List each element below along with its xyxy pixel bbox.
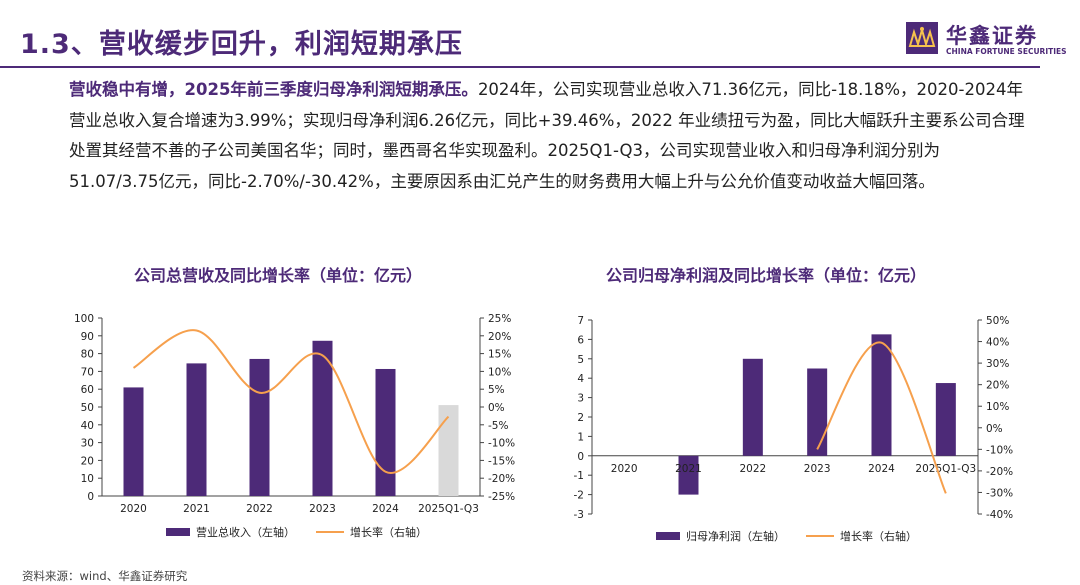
brand-logo-icon: [906, 22, 938, 54]
chart1-right-tick-label: 20%: [488, 331, 511, 343]
chart1-bar: [438, 405, 459, 496]
chart2-right-tick-label: 50%: [986, 315, 1009, 327]
chart2-category-label: 2025Q1-Q3: [915, 463, 976, 475]
chart2-right-tick-label: 0%: [986, 423, 1003, 435]
chart1-right-tick-label: 0%: [488, 402, 505, 414]
chart2-left-tick-label: 5: [577, 354, 584, 366]
chart2-bar: [807, 368, 828, 456]
chart2-right-tick-label: -30%: [986, 487, 1013, 499]
summary-paragraph: 营收稳中有增，2025年前三季度归母净利润短期承压。2024年，公司实现营业总收…: [69, 75, 1029, 197]
chart1-right-tick-label: 5%: [488, 384, 505, 396]
chart1-bar: [123, 387, 144, 496]
chart2-bar: [935, 383, 956, 456]
chart2-right-tick-label: 20%: [986, 380, 1009, 392]
chart2-legend-bar-swatch: [656, 532, 680, 540]
chart1-legend-line-label: 增长率（右轴）: [350, 525, 427, 539]
chart2-category-label: 2020: [611, 463, 638, 475]
chart1-title: 公司总营收及同比增长率（单位：亿元）: [134, 266, 423, 285]
chart2-left-tick-label: 1: [577, 431, 584, 443]
chart2-left-tick-label: 7: [577, 315, 584, 327]
chart1-right-tick-label: -5%: [488, 420, 508, 432]
chart2-left-tick-label: 3: [577, 393, 584, 405]
chart2-right-tick-label: -40%: [986, 509, 1013, 521]
source-note: 资料来源：wind、华鑫证券研究: [22, 569, 188, 583]
chart2-left-tick-label: -2: [574, 490, 584, 502]
chart2-right-tick-label: -10%: [986, 444, 1013, 456]
chart1-bar: [249, 358, 270, 496]
chart1-left-tick-label: 60: [81, 384, 94, 396]
chart2-category-label: 2023: [804, 463, 831, 475]
chart2-bar: [871, 334, 892, 456]
chart1-bar: [375, 368, 396, 496]
chart2-category-label: 2022: [739, 463, 766, 475]
chart1-left-tick-label: 100: [74, 313, 94, 325]
chart2-right-tick-label: 40%: [986, 337, 1009, 349]
chart1-category-label: 2023: [309, 503, 336, 515]
chart2-bar: [742, 358, 763, 456]
chart1-left-tick-label: 30: [81, 438, 94, 450]
chart1-left-tick-label: 10: [81, 473, 94, 485]
title-divider: [0, 66, 1040, 68]
chart1-right-tick-label: 10%: [488, 366, 511, 378]
chart2-legend-line-label: 增长率（右轴）: [840, 529, 917, 543]
revenue-chart: 0 10 20 30 40 50 60 70 80 90 100 -25% -20% -15% -10% -5…: [74, 313, 515, 539]
chart2-right-tick-label: 30%: [986, 358, 1009, 370]
chart1-left-tick-label: 80: [81, 349, 94, 361]
chart2-category-label: 2024: [868, 463, 895, 475]
chart2-left-tick-label: 0: [577, 451, 584, 463]
chart2-right-tick-label: -20%: [986, 466, 1013, 478]
chart1-category-label: 2025Q1-Q3: [418, 503, 479, 515]
chart2-left-tick-label: -1: [574, 470, 584, 482]
chart1-right-tick-label: -10%: [488, 438, 515, 450]
chart1-right-tick-label: -15%: [488, 455, 515, 467]
chart1-legend-bar-label: 营业总收入（左轴）: [196, 525, 295, 539]
summary-lead: 营收稳中有增，2025年前三季度归母净利润短期承压。: [69, 80, 478, 99]
chart2-left-tick-label: -3: [574, 509, 584, 521]
chart2-left-tick-label: 4: [577, 373, 584, 385]
chart1-right-tick-label: -25%: [488, 491, 515, 503]
chart1-category-label: 2021: [183, 503, 210, 515]
chart2-left-tick-label: 2: [577, 412, 584, 424]
summary-body: 2024年，公司实现营业总收入71.36亿元，同比-18.18%，2020-20…: [69, 80, 1025, 191]
chart1-right-tick-label: 15%: [488, 349, 511, 361]
chart1-right-tick-label: 25%: [488, 313, 511, 325]
chart1-category-label: 2024: [372, 503, 399, 515]
chart1-left-tick-label: 40: [81, 420, 94, 432]
chart2-right-tick-label: 10%: [986, 401, 1009, 413]
chart1-left-tick-label: 90: [81, 331, 94, 343]
chart2-left-tick-label: 6: [577, 334, 584, 346]
chart1-category-label: 2022: [246, 503, 273, 515]
chart1-legend-bar-swatch: [166, 528, 190, 536]
chart1-growth-line: [132, 329, 450, 474]
chart1-left-tick-label: 20: [81, 455, 94, 467]
chart1-left-tick-label: 0: [87, 491, 94, 503]
chart1-bar: [312, 340, 333, 496]
chart1-right-tick-label: -20%: [488, 473, 515, 485]
brand-name-en: CHINA FORTUNE SECURITIES: [946, 47, 1067, 56]
brand-name-cn: 华鑫证券: [946, 24, 1038, 48]
chart2-legend-bar-label: 归母净利润（左轴）: [686, 529, 785, 543]
page-title: 1.3、营收缓步回升，利润短期承压: [20, 29, 463, 60]
chart2-bar: [678, 455, 699, 495]
chart1-category-label: 2020: [120, 503, 147, 515]
chart1-bar: [186, 363, 207, 496]
chart2-category-label: 2021: [675, 463, 702, 475]
profit-chart: -3 -2 -1 0 1 2 3 4 5 6 7 -40% -30% -20% -10% 0% 10% 20% 30…: [574, 315, 1014, 543]
chart2-growth-line: [816, 341, 947, 494]
chart1-left-tick-label: 70: [81, 366, 94, 378]
chart2-title: 公司归母净利润及同比增长率（单位：亿元）: [606, 266, 927, 285]
chart1-left-tick-label: 50: [81, 402, 94, 414]
